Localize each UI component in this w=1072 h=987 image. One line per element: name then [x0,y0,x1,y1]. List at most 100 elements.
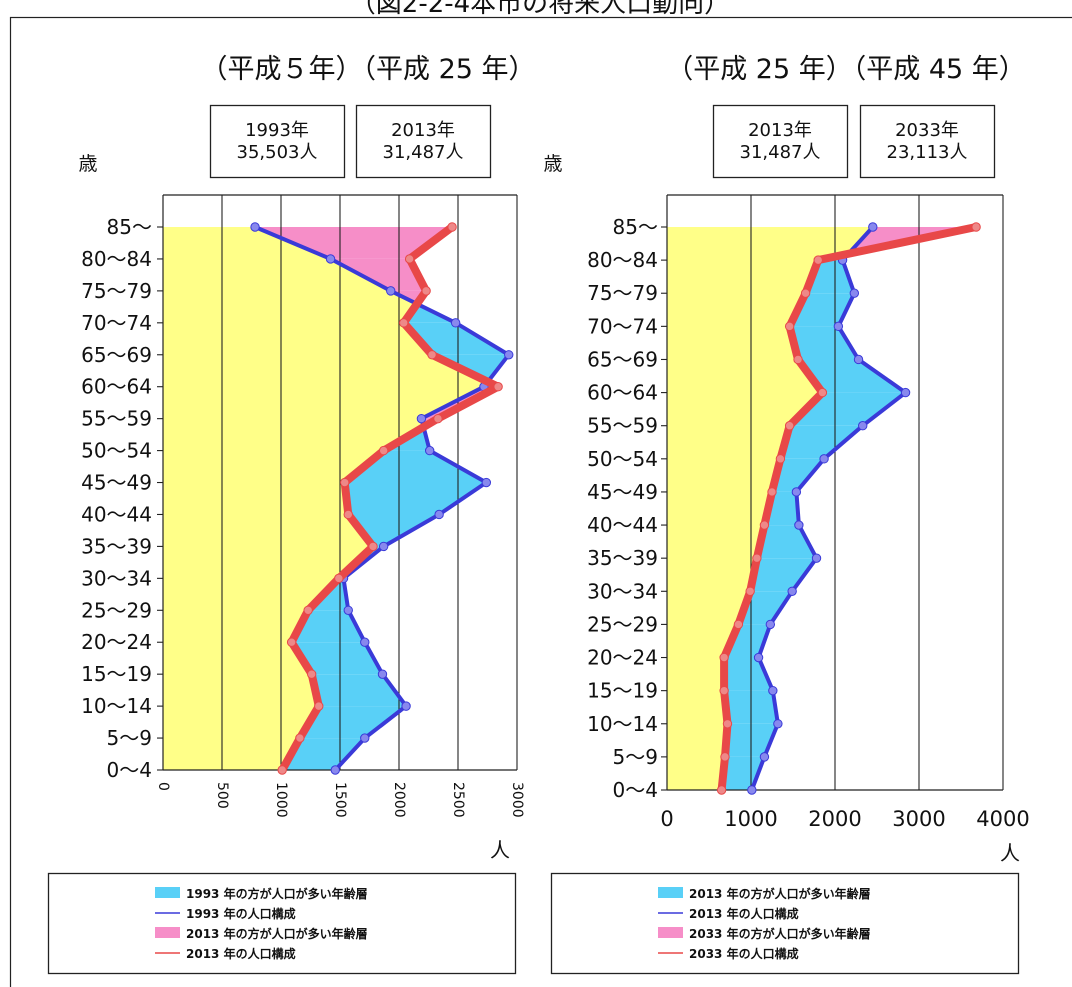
older-series-point [450,318,461,328]
age-label: 40～44 [81,502,152,526]
older-series-point [794,520,804,530]
figure-frame [9,16,1072,987]
older-more-area [738,591,793,625]
newer-more-area [330,258,427,291]
older-series-point [330,765,340,775]
legend-label: 1993 年の方が人口が多い年齢層 [186,886,368,901]
age-label: 70～74 [587,314,658,338]
base-area [163,227,488,770]
legend-label: 2013 年の人口構成 [689,906,799,921]
x-axis-unit: 人 [490,838,510,862]
newer-series-point [971,222,981,232]
age-label: 80～84 [81,247,152,271]
year-box-total: 31,487人 [383,142,464,163]
newer-series-point [745,586,755,596]
age-label: 40～44 [587,513,658,537]
older-series-point [811,553,822,563]
age-label: 10～14 [81,694,152,718]
newer-series-point [793,354,803,365]
legend: 1993 年の方が人口が多い年齢層 1993 年の人口構成 2013 年の方が人口が… [47,872,517,975]
figure-caption: （図2-2-4本市の将来人口動向） [350,0,730,19]
age-label: 20～24 [81,630,152,654]
older-more-area [311,674,407,707]
x-tick-label: 1000 [724,807,777,831]
age-label: 65～69 [587,347,658,371]
newer-series-point [716,785,727,795]
age-label: 5～9 [613,745,658,769]
older-more-area [299,706,407,739]
newer-series-point [334,573,344,584]
age-label: 35～39 [587,546,658,570]
newer-series-point [817,387,828,398]
older-series-point [773,719,783,729]
age-label: 80～84 [587,248,658,272]
newer-series-point [733,619,744,630]
x-tick-label: 3000 [509,782,525,818]
age-label: 75～79 [587,281,658,305]
legend-label: 2033 年の人口構成 [689,946,799,961]
year-box-frame [209,104,346,179]
age-label: 5～9 [107,726,152,750]
older-series-point [753,652,764,663]
legend-label: 2033 年の方が人口が多い年齢層 [689,926,871,941]
age-label: 45～49 [81,471,152,495]
age-label: 50～54 [587,447,658,471]
age-label: 30～34 [81,566,152,590]
year-box-frame [355,104,492,179]
newer-series-point [295,733,305,743]
older-series-point [401,701,411,711]
age-label: 25～29 [587,612,658,636]
newer-series-point [800,288,811,298]
chart-header: （平成５年）（平成 25 年） [200,54,535,85]
older-series-point [343,605,353,615]
x-tick-label: 4000 [976,807,1029,831]
legend-label: 1993 年の人口構成 [186,906,296,921]
chart-header: （平成 25 年）（平成 45 年） [666,54,1026,85]
newer-series-line [278,223,503,774]
older-series-point [434,509,444,520]
legend-label: 2013 年の人口構成 [186,946,296,961]
newer-series-point [752,553,762,563]
older-series-point [787,586,797,596]
year-box-year: 2013年 [391,120,455,141]
legend-frame [47,872,517,975]
newer-series-point [399,318,409,328]
age-label: 10～14 [587,712,658,736]
age-label: 25～29 [81,598,152,622]
newer-series-point [784,321,795,332]
newer-series-point [343,509,353,520]
x-axis-unit: 人 [1000,841,1020,865]
older-series-point [747,785,757,795]
newer-series-point [404,254,415,264]
newer-series-point [306,669,317,679]
newer-series-point [303,605,313,615]
older-more-area [798,359,906,393]
age-label: 85～ [613,215,658,239]
age-label: 70～74 [81,311,152,335]
older-series-point [791,487,802,497]
older-more-area [772,458,825,492]
year-box-year: 2013年 [748,120,812,141]
legend-label: 2013 年の方が人口が多い年齢層 [186,926,368,941]
age-label: 65～69 [81,343,152,367]
newer-series-point [277,765,287,775]
newer-series-point [421,286,431,296]
age-label: 60～64 [587,381,658,405]
older-series-point [481,477,492,488]
newer-series-point [719,685,729,696]
age-label: 55～59 [81,407,152,431]
older-series-line [749,225,908,792]
older-series-point [360,733,370,743]
x-tick-label: 0 [155,782,171,791]
chart-panel-2: （平成 25 年）（平成 45 年）2013年31,487人2033年23,11… [543,54,1030,975]
age-label: 15～19 [81,662,152,686]
age-label: 0～4 [107,758,152,782]
age-label: 15～19 [587,679,658,703]
age-label: 30～34 [587,579,658,603]
newer-series-point [286,637,297,647]
